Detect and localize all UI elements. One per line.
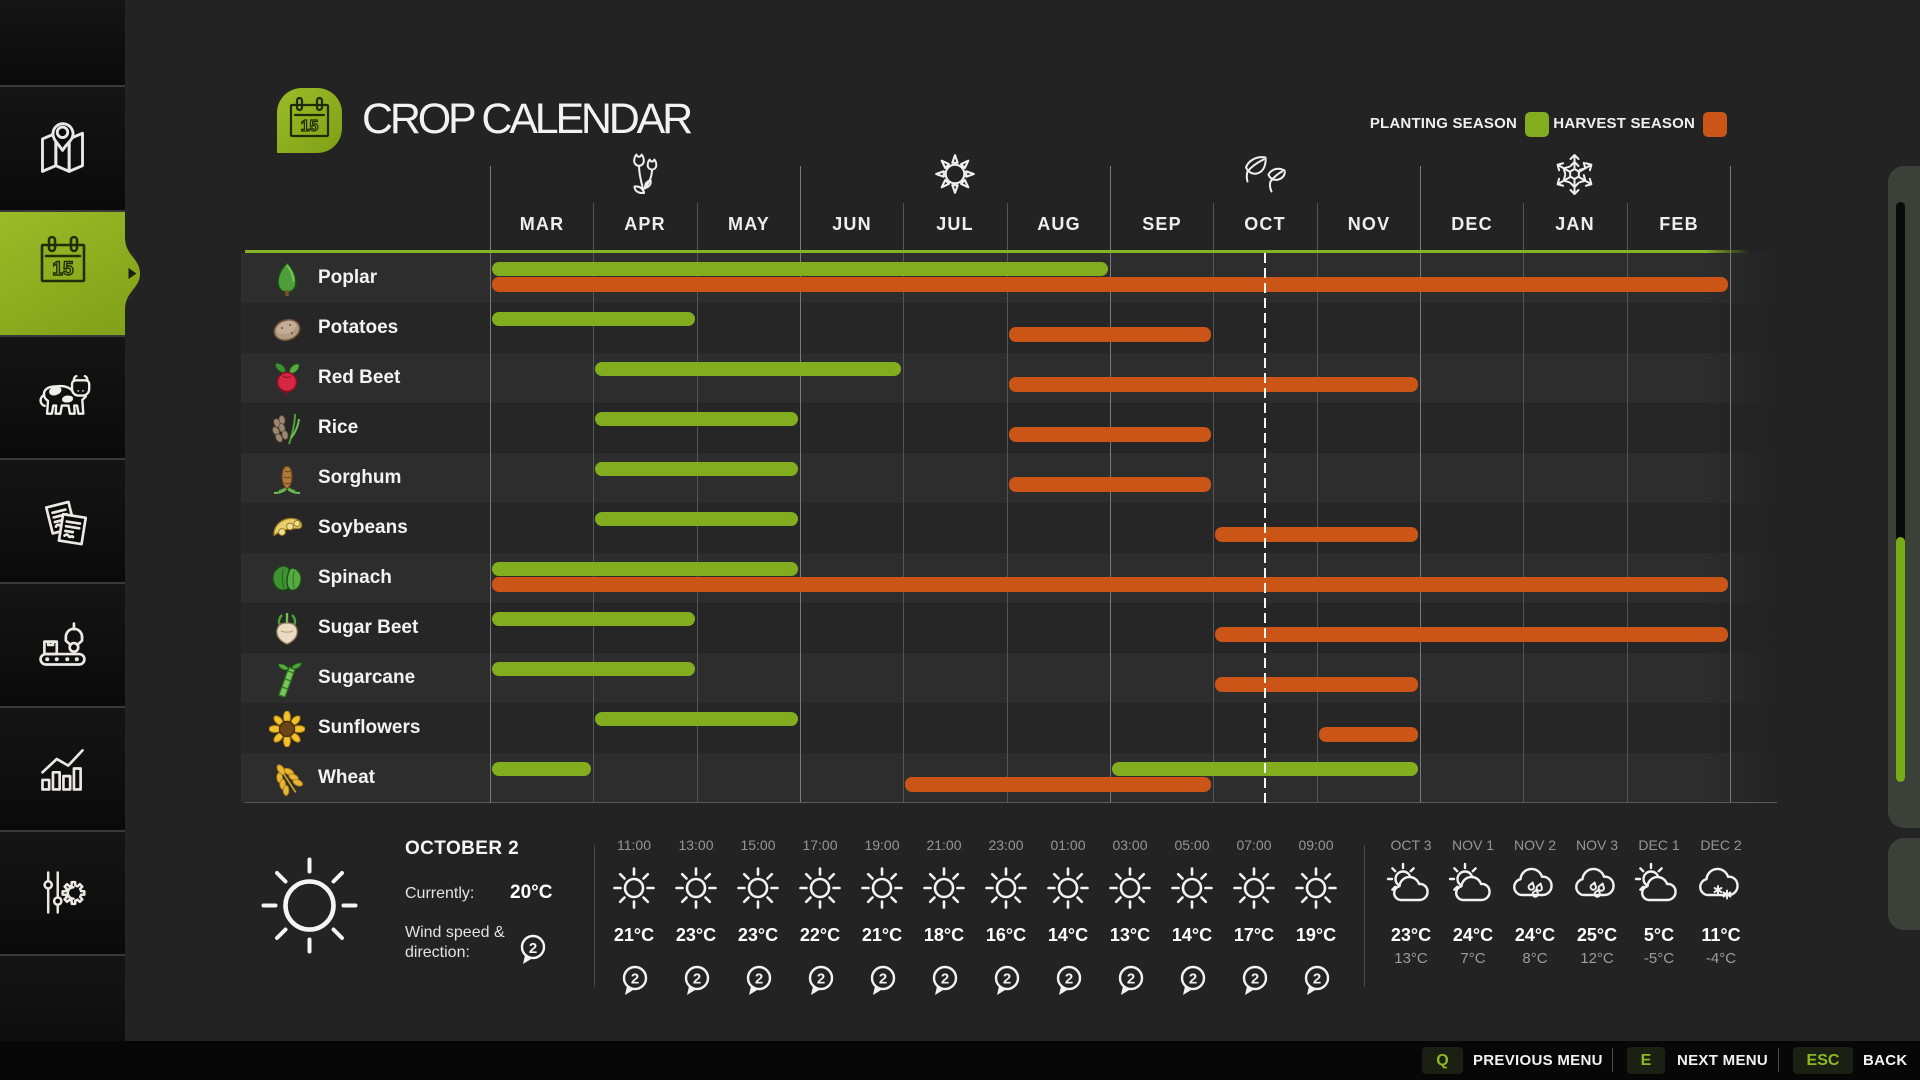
svg-text:2: 2	[817, 971, 825, 988]
svg-text:2: 2	[1251, 971, 1259, 988]
svg-text:2: 2	[529, 940, 537, 957]
svg-text:2: 2	[1313, 971, 1321, 988]
svg-text:2: 2	[1189, 971, 1197, 988]
svg-text:2: 2	[693, 971, 701, 988]
svg-text:2: 2	[755, 971, 763, 988]
svg-text:2: 2	[941, 971, 949, 988]
svg-text:2: 2	[879, 971, 887, 988]
svg-text:2: 2	[1127, 971, 1135, 988]
svg-text:2: 2	[1003, 971, 1011, 988]
svg-text:15: 15	[301, 118, 319, 135]
svg-text:15: 15	[52, 259, 74, 280]
svg-text:2: 2	[631, 971, 639, 988]
svg-text:2: 2	[1065, 971, 1073, 988]
